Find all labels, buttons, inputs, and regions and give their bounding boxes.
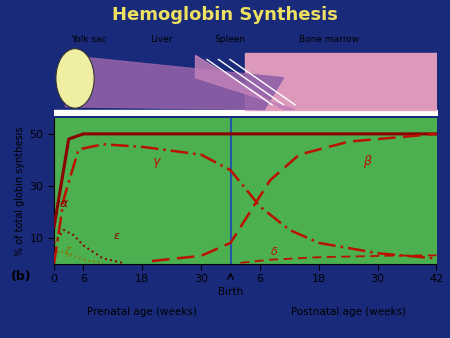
Polygon shape	[66, 55, 284, 110]
Text: Hemoglobin Synthesis: Hemoglobin Synthesis	[112, 6, 338, 24]
Polygon shape	[195, 55, 295, 110]
Text: Postnatal age (weeks): Postnatal age (weeks)	[291, 307, 406, 317]
Text: $\alpha$: $\alpha$	[59, 196, 69, 210]
Text: Liver: Liver	[150, 35, 172, 44]
Text: $\epsilon$: $\epsilon$	[113, 231, 121, 241]
Text: $\beta$: $\beta$	[363, 153, 373, 170]
Text: $\zeta$: $\zeta$	[64, 245, 72, 259]
Polygon shape	[245, 53, 436, 110]
Text: Bone marrow: Bone marrow	[299, 35, 360, 44]
Text: Spleen: Spleen	[214, 35, 246, 44]
Text: (b): (b)	[11, 270, 32, 283]
Text: Yolk sac: Yolk sac	[71, 35, 106, 44]
Text: $\delta$: $\delta$	[270, 245, 278, 257]
Ellipse shape	[56, 49, 94, 108]
Text: $\gamma$: $\gamma$	[152, 156, 162, 170]
Text: Prenatal age (weeks): Prenatal age (weeks)	[87, 307, 197, 317]
Text: Birth: Birth	[218, 287, 243, 297]
Y-axis label: % of total globin synthesis: % of total globin synthesis	[15, 126, 25, 256]
